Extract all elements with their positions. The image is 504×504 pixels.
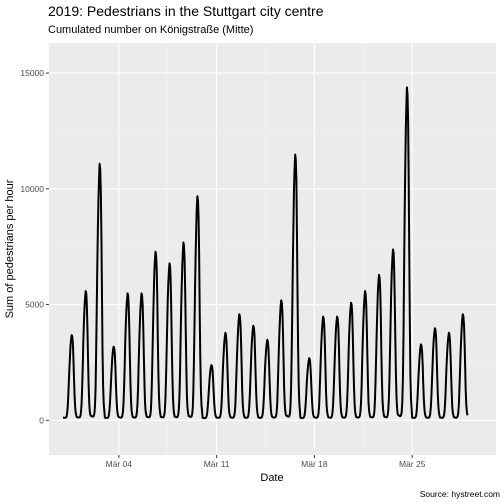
data-point [112,345,115,348]
grid-major [49,43,496,455]
data-point [336,315,338,318]
x-tick-label: Mär 25 [399,459,426,469]
x-tick-label: Mär 11 [204,459,230,469]
y-tick-label: 15000 [20,68,44,78]
data-point [98,163,101,165]
chart-title: 2019: Pedestrians in the Stuttgart city … [48,3,324,19]
data-point [378,274,380,276]
caption: Source: hystreet.com [420,489,500,499]
series-line-layer [62,86,469,420]
data-point [238,313,241,316]
y-axis-title: Sum of pedestrians per hour [4,179,16,318]
y-tick-label: 5000 [25,300,44,310]
data-point [322,315,324,318]
x-tick-label: Mär 04 [106,459,133,469]
data-point [168,262,171,265]
data-point [392,248,394,251]
data-point [420,343,422,346]
data-point [210,364,213,366]
data-point [266,338,269,341]
data-point [462,313,464,316]
data-point [350,301,352,304]
data-point [252,325,255,327]
grid-minor [49,43,496,455]
x-axis: Mär 04 Mär 11 Mär 18 Mär 25 [106,455,426,469]
data-point [70,334,73,336]
data-point [406,86,408,89]
data-point [182,241,185,244]
data-point [196,195,199,198]
data-point [364,290,366,292]
data-point [224,331,227,334]
data-point [140,292,143,295]
data-point [448,331,450,334]
y-axis: 0 5000 10000 15000 [20,68,49,425]
data-point [126,292,129,295]
series-line [62,86,469,420]
data-point [434,327,436,329]
data-point [154,250,157,253]
data-point [294,153,296,156]
chart-subtitle: Cumulated number on Königstraße (Mitte) [48,24,253,36]
y-tick-label: 0 [39,415,44,425]
data-point [84,290,87,292]
y-tick-label: 10000 [20,184,44,194]
x-tick-label: Mär 18 [301,459,328,469]
data-point [280,299,283,302]
data-point [308,357,310,360]
x-axis-title: Date [260,472,283,484]
